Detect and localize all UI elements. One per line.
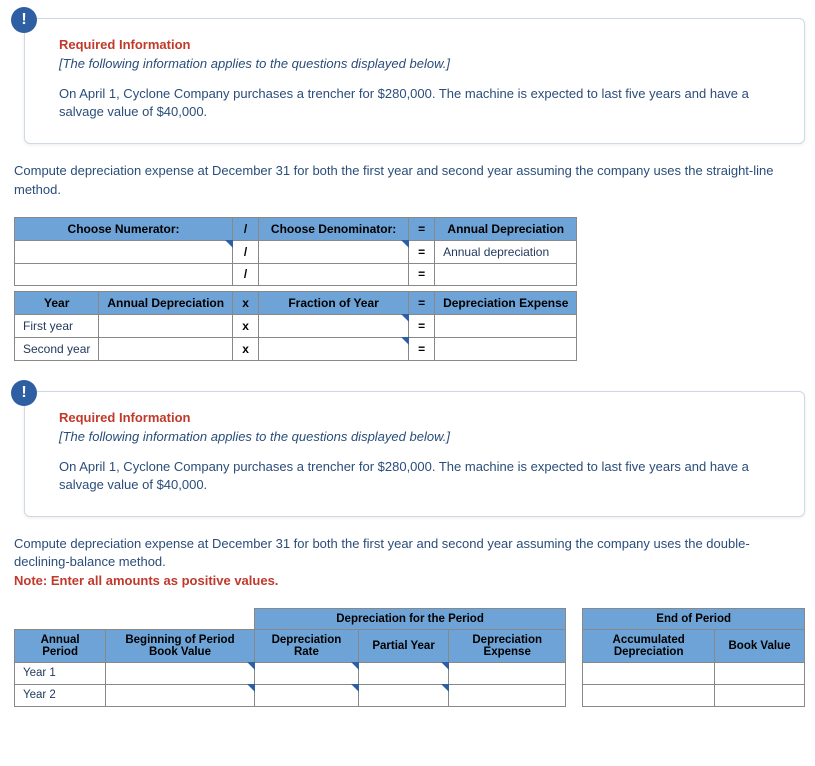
y2-partial[interactable] (359, 684, 449, 706)
y2-fraction[interactable] (259, 337, 409, 360)
col-partial-year: Partial Year (359, 629, 449, 662)
row-second-year: Second year (15, 337, 99, 360)
y1-annual-dep[interactable] (99, 314, 233, 337)
numerator-input[interactable] (15, 240, 233, 263)
hdr-year: Year (15, 291, 99, 314)
numerator-value[interactable] (15, 263, 233, 285)
denominator-input[interactable] (259, 240, 409, 263)
ddb-table: Depreciation for the Period End of Perio… (14, 608, 805, 707)
straight-line-table-top: Choose Numerator: / Choose Denominator: … (14, 217, 577, 361)
y2-beg-bv[interactable] (106, 684, 255, 706)
col-beg-bv: Beginning of Period Book Value (106, 629, 255, 662)
required-info-title-2: Required Information (59, 410, 782, 425)
slash-header: / (233, 217, 259, 240)
col-dep-rate: Depreciation Rate (254, 629, 358, 662)
question-2-note: Note: Enter all amounts as positive valu… (14, 573, 278, 588)
y2-dep-rate[interactable] (254, 684, 358, 706)
eq-header: = (409, 217, 435, 240)
question-1: Compute depreciation expense at December… (14, 162, 805, 198)
eq-header-2: = (409, 291, 435, 314)
times-y2: x (233, 337, 259, 360)
required-info-title: Required Information (59, 37, 782, 52)
times-header: x (233, 291, 259, 314)
info-body: On April 1, Cyclone Company purchases a … (59, 85, 782, 121)
eq-y2: = (409, 337, 435, 360)
y1-dep-expense[interactable] (435, 314, 577, 337)
required-info-box-1: ! Required Information [The following in… (24, 18, 805, 144)
hdr-annual-dep: Annual Depreciation (435, 217, 577, 240)
info-note-2: [The following information applies to th… (59, 429, 782, 444)
y2-dep-exp-ddb[interactable] (449, 684, 566, 706)
annual-dep-label: Annual depreciation (435, 240, 577, 263)
col-dep-exp: Depreciation Expense (449, 629, 566, 662)
denominator-value[interactable] (259, 263, 409, 285)
row-first-year: First year (15, 314, 99, 337)
ddb-row-y1: Year 1 (15, 662, 106, 684)
info-note: [The following information applies to th… (59, 56, 782, 71)
y1-fraction[interactable] (259, 314, 409, 337)
hdr-fraction: Fraction of Year (259, 291, 409, 314)
times-y1: x (233, 314, 259, 337)
y1-dep-exp-ddb[interactable] (449, 662, 566, 684)
y1-beg-bv[interactable] (106, 662, 255, 684)
y1-accum[interactable] (583, 662, 715, 684)
eq-cell: = (409, 240, 435, 263)
y1-partial[interactable] (359, 662, 449, 684)
slash-cell: / (233, 240, 259, 263)
annual-dep-value[interactable] (435, 263, 577, 285)
y2-annual-dep[interactable] (99, 337, 233, 360)
y2-dep-expense[interactable] (435, 337, 577, 360)
alert-badge-icon: ! (11, 380, 37, 406)
y1-bv[interactable] (714, 662, 804, 684)
ddb-row-y2: Year 2 (15, 684, 106, 706)
eq-y1: = (409, 314, 435, 337)
col-book-value: Book Value (714, 629, 804, 662)
y2-bv[interactable] (714, 684, 804, 706)
hdr-denominator: Choose Denominator: (259, 217, 409, 240)
col-annual-period: Annual Period (15, 629, 106, 662)
slash-cell-2: / (233, 263, 259, 285)
grp-end-period: End of Period (583, 608, 805, 629)
required-info-box-2: ! Required Information [The following in… (24, 391, 805, 517)
col-accum-dep: Accumulated Depreciation (583, 629, 715, 662)
question-2: Compute depreciation expense at December… (14, 535, 805, 590)
hdr-annual-dep-2: Annual Depreciation (99, 291, 233, 314)
hdr-numerator: Choose Numerator: (15, 217, 233, 240)
question-2-text: Compute depreciation expense at December… (14, 536, 750, 569)
y2-accum[interactable] (583, 684, 715, 706)
alert-badge-icon: ! (11, 7, 37, 33)
hdr-dep-expense: Depreciation Expense (435, 291, 577, 314)
info-body-2: On April 1, Cyclone Company purchases a … (59, 458, 782, 494)
y1-dep-rate[interactable] (254, 662, 358, 684)
grp-dep-period: Depreciation for the Period (254, 608, 566, 629)
eq-cell-2: = (409, 263, 435, 285)
